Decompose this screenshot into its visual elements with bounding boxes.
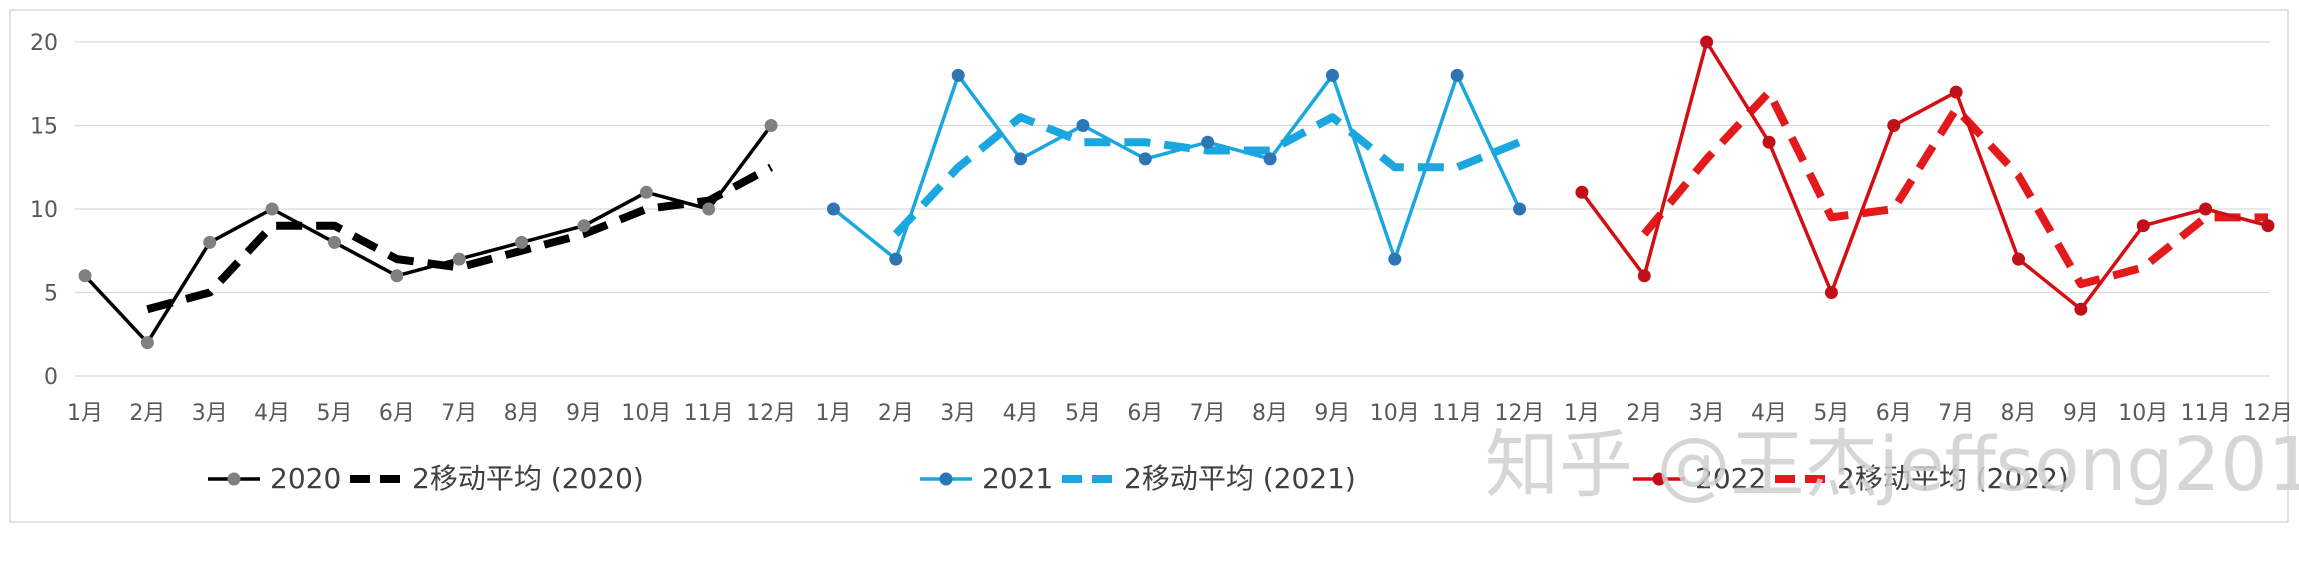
x-tick-label: 2月 <box>129 401 165 426</box>
data-point <box>2012 252 2026 266</box>
data-point <box>1513 202 1527 216</box>
legend-label: 2移动平均 (2022) <box>1837 462 2069 495</box>
data-point <box>265 202 279 216</box>
x-tick-label: 4月 <box>1751 401 1787 426</box>
y-tick-label: 15 <box>30 115 58 140</box>
moving-average-line <box>1641 88 2268 289</box>
chart-border <box>9 9 2289 523</box>
legend-label: 2移动平均 (2021) <box>1124 462 1356 495</box>
data-point <box>1138 152 1152 166</box>
x-tick-label: 12月 <box>2243 401 2293 426</box>
x-tick-label: 10月 <box>1370 401 1420 426</box>
data-point <box>1575 185 1589 199</box>
x-tick-label: 7月 <box>441 401 477 426</box>
x-tick-label: 11月 <box>1432 401 1482 426</box>
data-point <box>1201 135 1215 149</box>
data-point <box>1762 135 1776 149</box>
data-point <box>1325 68 1339 82</box>
data-point <box>2074 302 2088 316</box>
legend-label: 2022 <box>1695 462 1766 495</box>
x-tick-label: 5月 <box>1813 401 1849 426</box>
x-tick-label: 9月 <box>566 401 602 426</box>
x-tick-label: 11月 <box>2181 401 2231 426</box>
x-tick-label: 7月 <box>1190 401 1226 426</box>
data-point <box>1700 35 1714 49</box>
legend-label: 2021 <box>982 462 1053 495</box>
x-tick-label: 6月 <box>1127 401 1163 426</box>
x-tick-label: 5月 <box>316 401 352 426</box>
data-point <box>1388 252 1402 266</box>
x-tick-label: 6月 <box>379 401 415 426</box>
data-point <box>452 252 466 266</box>
data-point <box>826 202 840 216</box>
x-tick-label: 1月 <box>1564 401 1600 426</box>
x-tick-label: 3月 <box>1689 401 1725 426</box>
watermark-text: 知乎 @王杰jeffsong2013 <box>1485 422 2299 508</box>
moving-average-line <box>146 163 773 314</box>
data-point <box>1949 85 1963 99</box>
x-tick-label: 4月 <box>1003 401 1039 426</box>
x-tick-label: 12月 <box>1495 401 1545 426</box>
data-point <box>515 235 529 249</box>
data-point <box>1824 286 1838 299</box>
data-point <box>1076 119 1090 132</box>
data-point <box>2136 219 2150 233</box>
data-point <box>764 119 778 132</box>
x-tick-label: 8月 <box>2001 401 2037 426</box>
data-point <box>1014 152 1028 166</box>
data-point <box>327 235 341 249</box>
x-tick-label: 2月 <box>1626 401 1662 426</box>
legend: 2020 2移动平均 (2020) 2021 2移动平均 (2021) 2022 2移动平… <box>208 462 2069 495</box>
x-tick-label: 1月 <box>815 401 851 426</box>
x-tick-label: 3月 <box>192 401 228 426</box>
y-tick-label: 10 <box>30 198 58 223</box>
x-tick-label: 8月 <box>1252 401 1288 426</box>
legend-label: 2移动平均 (2020) <box>412 462 644 495</box>
x-tick-label: 1月 <box>67 401 103 426</box>
y-axis: 0 5 10 15 20 <box>30 31 58 390</box>
series-layer <box>78 35 2275 350</box>
data-point <box>639 185 653 199</box>
data-point <box>1263 152 1277 166</box>
data-point <box>78 269 92 283</box>
x-tick-label: 2月 <box>878 401 914 426</box>
data-point <box>2199 202 2213 216</box>
data-point <box>140 336 154 350</box>
legend-marker <box>1652 472 1666 486</box>
data-point <box>577 219 591 233</box>
x-tick-label: 3月 <box>940 401 976 426</box>
x-tick-label: 10月 <box>2118 401 2168 426</box>
x-tick-label: 8月 <box>504 401 540 426</box>
x-axis: 1月 2月 3月 4月 5月 6月 7月 8月 9月 10月 11月 12月 1月 2月 3月 4月 5月 6月 7… <box>67 401 2293 426</box>
data-point <box>1450 68 1464 82</box>
x-tick-label: 12月 <box>746 401 796 426</box>
series-line <box>83 124 773 345</box>
x-tick-label: 9月 <box>2063 401 2099 426</box>
series-line <box>832 73 1522 261</box>
data-point <box>390 269 404 283</box>
data-point <box>951 68 965 82</box>
legend-label: 2020 <box>270 462 341 495</box>
data-point <box>889 252 903 266</box>
y-tick-label: 0 <box>44 365 58 390</box>
x-tick-label: 4月 <box>254 401 290 426</box>
x-tick-label: 9月 <box>1314 401 1350 426</box>
series-line <box>1580 40 2269 311</box>
y-tick-label: 5 <box>44 282 58 307</box>
x-tick-label: 10月 <box>621 401 671 426</box>
legend-marker <box>227 472 241 486</box>
data-point <box>1887 119 1901 132</box>
y-tick-label: 20 <box>30 31 58 56</box>
x-tick-label: 7月 <box>1938 401 1974 426</box>
legend-marker <box>939 472 953 486</box>
data-point <box>702 202 716 216</box>
x-tick-label: 6月 <box>1876 401 1912 426</box>
data-point <box>2261 219 2275 233</box>
data-point <box>203 235 217 249</box>
gridlines <box>75 41 2270 377</box>
x-tick-label: 11月 <box>684 401 734 426</box>
data-point <box>1637 269 1651 283</box>
x-tick-label: 5月 <box>1065 401 1101 426</box>
